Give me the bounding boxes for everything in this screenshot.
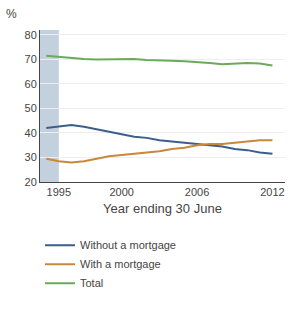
svg-text:30: 30 <box>25 151 37 163</box>
svg-text:2000: 2000 <box>109 186 133 198</box>
svg-text:50: 50 <box>25 102 37 114</box>
svg-text:%: % <box>6 7 17 21</box>
svg-text:2012: 2012 <box>260 186 284 198</box>
svg-text:80: 80 <box>25 29 37 41</box>
svg-text:1995: 1995 <box>47 186 71 198</box>
svg-text:70: 70 <box>25 53 37 65</box>
svg-text:Year ending 30 June: Year ending 30 June <box>103 201 222 216</box>
svg-text:20: 20 <box>25 176 37 188</box>
svg-text:Total: Total <box>80 277 103 289</box>
svg-text:Without a mortgage: Without a mortgage <box>80 239 176 251</box>
svg-text:With a mortgage: With a mortgage <box>80 258 161 270</box>
svg-text:2006: 2006 <box>185 186 209 198</box>
svg-text:40: 40 <box>25 127 37 139</box>
svg-text:60: 60 <box>25 78 37 90</box>
